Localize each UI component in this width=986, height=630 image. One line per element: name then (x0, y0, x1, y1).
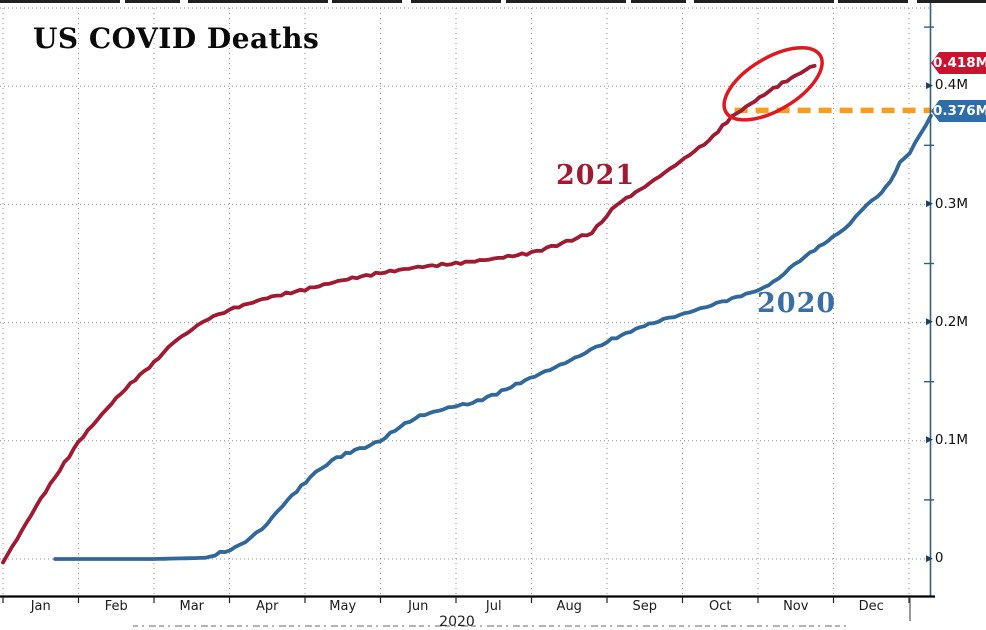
y-tick-label: 0 (934, 550, 944, 567)
x-tick-Jul: Jul (485, 599, 502, 614)
x-tick-Aug: Aug (556, 599, 582, 614)
y-tick-label: 0.3M (934, 195, 969, 212)
series-label-2020: 2020 (757, 288, 837, 319)
y-tick-label: 0.2M (934, 313, 969, 330)
series-lines (1, 63, 933, 565)
tick-arrow-icon: ▶ (926, 435, 933, 446)
x-axis-year-label: 2020 (439, 614, 475, 630)
x-tick-Nov: Nov (783, 599, 809, 614)
axes (0, 0, 935, 621)
highlight-ellipse (722, 46, 824, 122)
y-tick-0.4M: ▶ 0.4M (926, 77, 968, 95)
x-tick-Apr: Apr (256, 599, 279, 614)
x-tick-Jan: Jan (30, 599, 51, 614)
value-badge-2020: 0.376M (931, 100, 986, 122)
y-tick-label: 0.1M (934, 432, 969, 449)
y-tick-0: ▶ 0 (926, 550, 944, 568)
tick-arrow-icon: ▶ (926, 553, 933, 564)
y-tick-0.1M: ▶ 0.1M (926, 432, 968, 450)
x-tick-May: May (329, 599, 357, 614)
line-2020 (53, 113, 933, 561)
x-tick-Feb: Feb (104, 599, 128, 614)
x-tick-Mar: Mar (179, 599, 205, 614)
y-tick-0.2M: ▶ 0.2M (926, 314, 968, 332)
tick-arrow-icon: ▶ (926, 317, 933, 328)
x-tick-Dec: Dec (858, 599, 884, 614)
tick-arrow-icon: ▶ (926, 198, 933, 209)
series-label-2021: 2021 (556, 160, 636, 191)
chart-title: US COVID Deaths (33, 22, 320, 55)
tick-arrow-icon: ▶ (926, 80, 933, 91)
x-tick-Sep: Sep (632, 599, 657, 614)
gridlines (0, 7, 931, 596)
y-tick-label: 0.4M (934, 77, 969, 94)
x-tick-Jun: Jun (408, 599, 429, 614)
value-badge-2021: 0.418M (931, 52, 986, 74)
x-tick-Oct: Oct (709, 599, 732, 614)
line-2021 (1, 63, 817, 565)
y-tick-0.3M: ▶ 0.3M (926, 195, 968, 213)
